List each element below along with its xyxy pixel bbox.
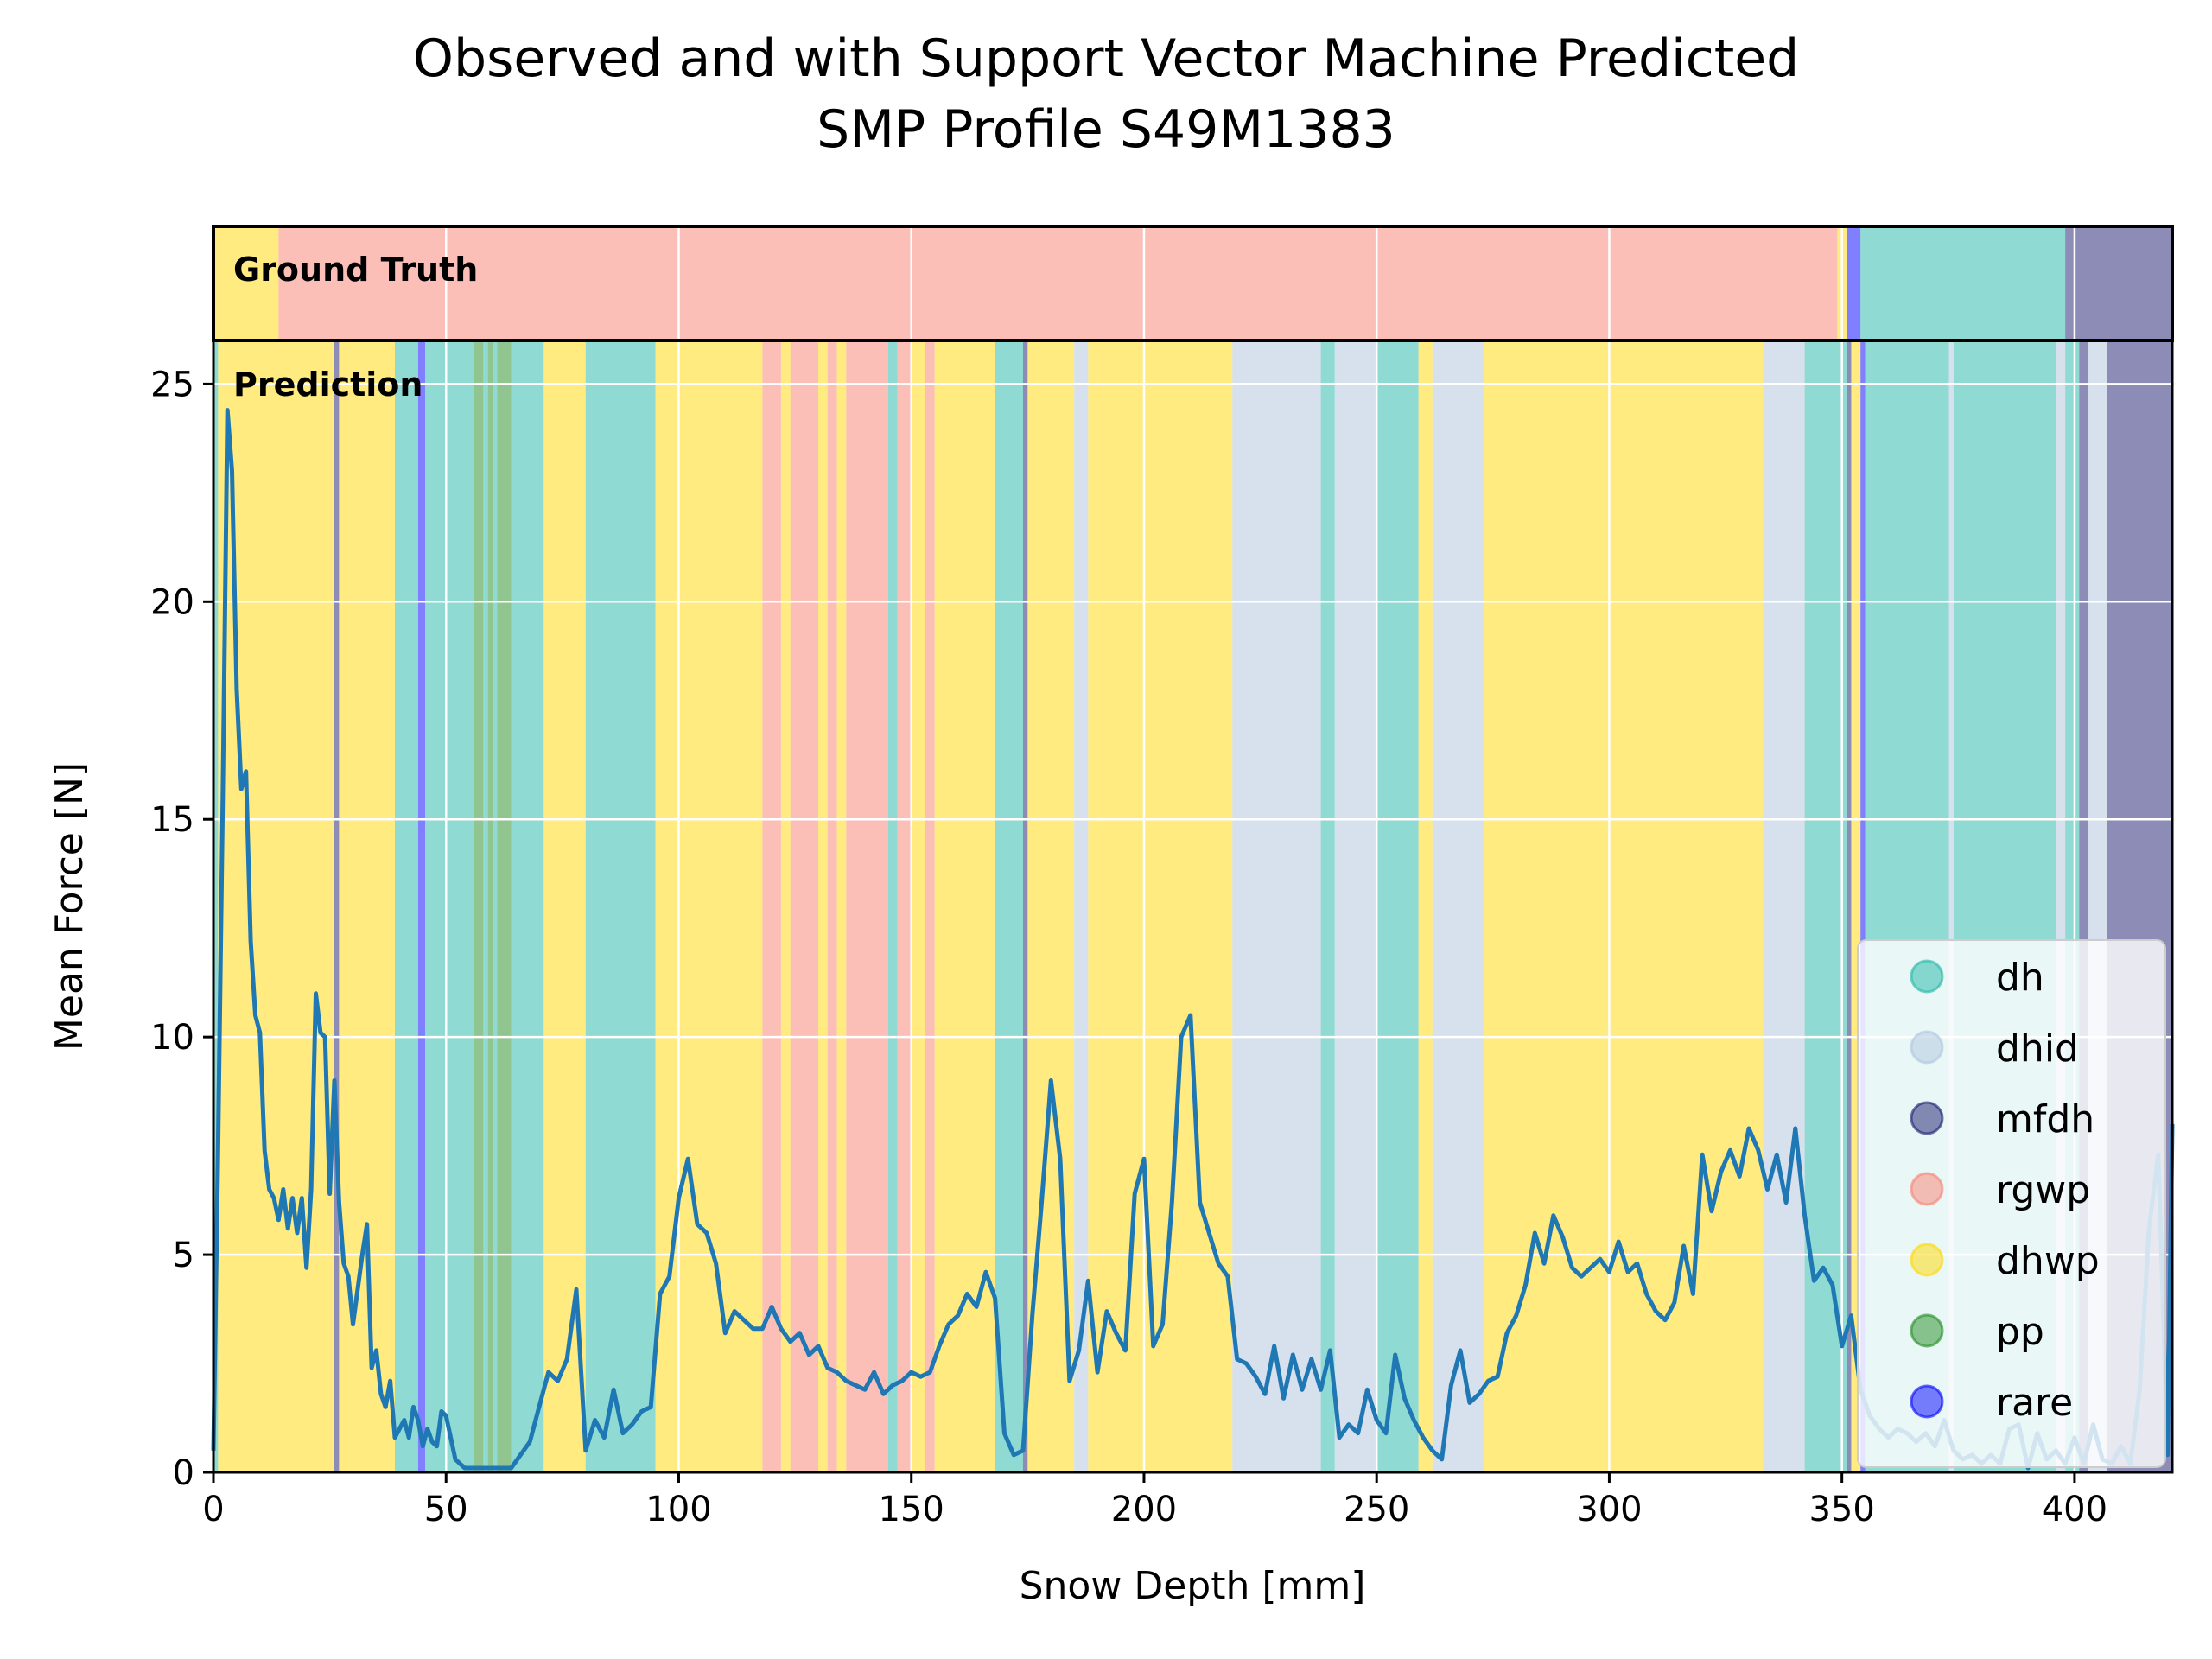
y-tick-label: 0 [173,1453,194,1493]
legend-label-rgwp: rgwp [1996,1168,2090,1212]
pred-band-pp [497,340,512,1472]
y-axis: 0 5 10 15 20 25 [150,365,213,1493]
x-axis-label: Snow Depth [mm] [1020,1564,1366,1608]
pred-band-dhid [1232,340,1321,1472]
chart-title-line1: Observed and with Support Vector Machine… [413,29,1799,89]
pred-band-dhwp [780,340,791,1472]
pred-band-dhwp [818,340,828,1472]
x-tick-label: 300 [1576,1490,1642,1529]
x-tick-label: 350 [1808,1490,1874,1529]
pred-band-dhwp [911,340,925,1472]
y-tick-label: 20 [150,582,194,622]
y-tick-label: 15 [150,800,194,840]
legend-label-dhwp: dhwp [1996,1239,2100,1283]
legend-label-dhid: dhid [1996,1027,2079,1071]
legend-marker-pp [1910,1313,1944,1348]
pred-band-dh [1376,340,1419,1472]
x-tick-label: 150 [879,1490,944,1529]
pred-band-dhid [1763,340,1805,1472]
legend-label-rare: rare [1996,1381,2073,1425]
legend-marker-dh [1910,959,1944,994]
pred-band-dh [585,340,656,1472]
pred-band-dhwp [339,340,396,1472]
gt-band-rare [1847,226,1861,340]
pred-band-dhwp [1484,340,1764,1472]
y-tick-label: 5 [173,1236,194,1275]
pred-band-dh [395,340,418,1472]
pred-band-pp [474,340,484,1472]
pred-band-mfdh [1847,340,1852,1472]
pred-band-rgwp [897,340,912,1472]
legend-marker-dhwp [1910,1243,1944,1277]
legend-marker-rare [1910,1384,1944,1419]
pred-band-rgwp [925,340,935,1472]
pred-band-dhwp [543,340,586,1472]
force-line [211,408,2175,1471]
pred-band-dh [887,340,898,1472]
pred-band-pp [487,340,493,1472]
pred-band-dh [1320,340,1335,1472]
pred-band-dhid [1074,340,1089,1472]
pred-band-rare [1860,340,1866,1472]
pred-band-dhid [1334,340,1377,1472]
pred-band-rgwp [827,340,837,1472]
legend: dh dhid mfdh rgwp dhwp pp rare [1857,939,2166,1468]
ground-truth-bands [213,226,2172,340]
x-tick-label: 0 [202,1490,224,1529]
legend-marker-dhid [1910,1030,1944,1065]
pred-band-dh [425,340,474,1472]
x-tick-label: 200 [1111,1490,1177,1529]
gt-band-dhwp [213,226,279,340]
pred-band-dhwp [836,340,847,1472]
prediction-frame [212,339,2174,1474]
pred-band-rgwp [762,340,781,1472]
pred-band-mfdh [334,340,340,1472]
pred-band-dh [995,340,1023,1472]
y-tick-label: 10 [150,1018,194,1058]
x-axis: 0 50 100 150 200 250 300 350 400 [202,1472,2107,1529]
pred-band-dh [213,340,219,1472]
pred-band-rgwp [790,340,819,1472]
pred-band-dhwp [1851,340,1861,1472]
x-tick-label: 100 [645,1490,711,1529]
pred-band-dhwp [1418,340,1433,1472]
pred-band-rare [417,340,426,1472]
pred-band-dhid [2056,340,2066,1472]
prediction-label: Prediction [233,365,423,404]
pred-band-dhwp [655,340,763,1472]
legend-label-dh: dh [1996,956,2044,1000]
x-tick-label: 50 [424,1490,468,1529]
prediction-bands [213,340,2172,1472]
gt-band-mfdh [2065,226,2075,340]
legend-label-mfdh: mfdh [1996,1097,2094,1141]
pred-band-dhwp [934,340,995,1472]
y-tick-label: 25 [150,365,194,404]
pred-band-dhid [1432,340,1484,1472]
legend-marker-mfdh [1910,1101,1944,1135]
pred-band-dh [511,340,544,1472]
x-tick-label: 400 [2042,1490,2107,1529]
pred-band-mfdh [2079,340,2089,1472]
legend-marker-rgwp [1910,1172,1944,1206]
pred-band-dh [493,340,498,1472]
chart-title-line2: SMP Profile S49M1383 [817,99,1395,160]
y-axis-label: Mean Force [N] [48,762,92,1051]
pred-band-dhid [1948,340,1954,1472]
ground-truth-label: Ground Truth [233,251,478,289]
gt-band-rgwp [278,226,1838,340]
pred-band-dhwp [218,340,335,1472]
pred-band-rgwp [846,340,888,1472]
x-tick-label: 250 [1344,1490,1409,1529]
pred-band-dh [483,340,488,1472]
pred-band-mfdh [1022,340,1028,1472]
legend-label-pp: pp [1996,1310,2044,1354]
gt-band-dh [1860,226,2066,340]
gt-band-mfdh [2074,226,2172,340]
pred-band-dh [1804,340,1847,1472]
pred-band-dhwp [1088,340,1098,1472]
